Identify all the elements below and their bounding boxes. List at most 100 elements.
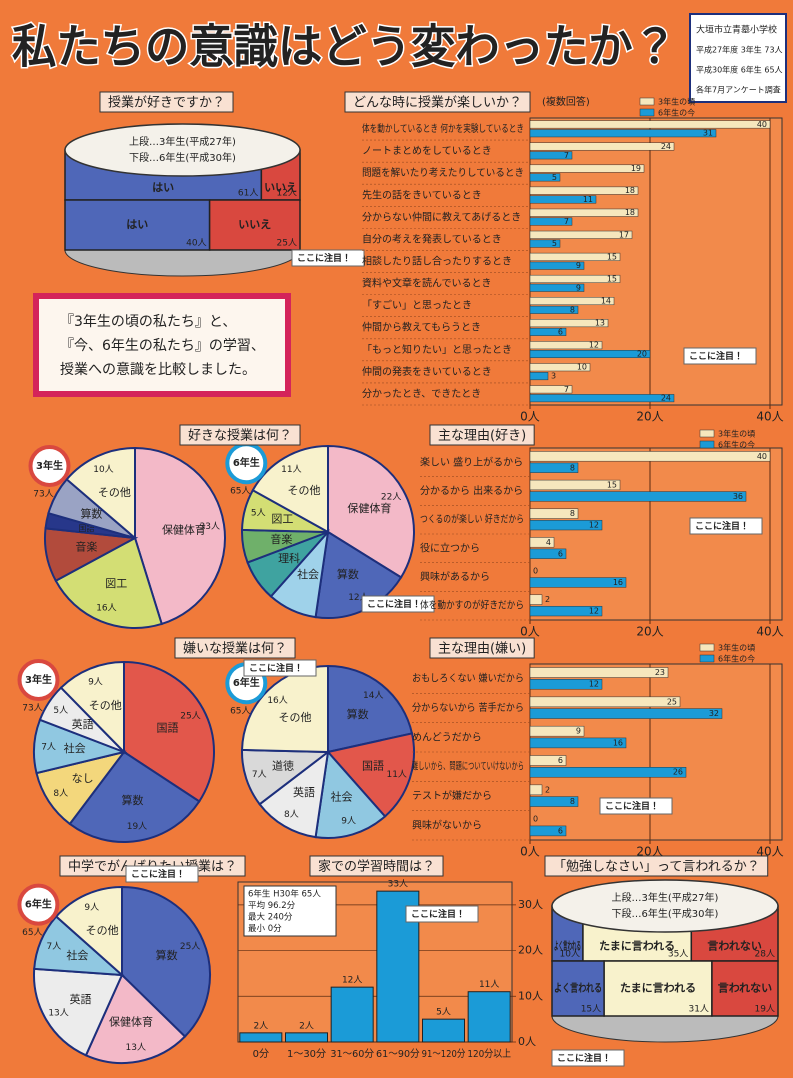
bar [529,537,555,548]
value-label: 5人 [436,1008,451,1018]
segment-label: いいえ [238,218,271,231]
category-label: 体を動かすのが好きだから [420,599,524,612]
legend-swatch [639,97,655,106]
bar [529,725,585,737]
bar [529,208,639,217]
note-box [361,595,435,613]
value-label: 9 [576,727,581,736]
note-box [683,347,757,365]
value-label: 6 [558,327,563,336]
y-tick-label: 20人 [518,944,543,957]
stats-box [243,885,337,937]
category-label: 難しいから、問題についていけないから [412,760,524,773]
bar [529,195,597,204]
category-label: 興味があるから [420,570,490,583]
note-box [291,249,365,267]
summary-box [33,293,291,397]
value-label: 7 [564,151,569,160]
bar [529,755,567,766]
slice-value-label: 5人 [251,509,266,519]
value-label: 10 [577,363,587,372]
pie-slice [121,885,211,1038]
note-text: ここに注目！ [249,662,303,674]
slice-label: 算数 [156,948,178,962]
x-tick-label: 40人 [756,845,783,859]
bar [529,151,573,160]
group-badge [17,883,60,926]
category-label: 役に立つから [420,541,480,554]
cylinder-segment [551,960,605,1017]
chart-title: 授業が好きですか？ [108,95,225,111]
note-text: ここに注目！ [131,868,185,880]
segment-value-label: 28人 [755,950,775,960]
bar [529,519,603,531]
value-label: 32 [709,709,719,718]
slice-value-label: 7人 [252,770,267,780]
x-tick-label: 0人 [520,845,540,859]
cylinder-segment [208,199,301,251]
x-tick-label: 20人 [636,625,663,639]
slice-label: 英語 [72,717,94,731]
slice-value-label: 10人 [93,465,113,475]
x-tick-label: 0分 [253,1048,269,1060]
slice-value-label: 25人 [180,712,200,722]
bar [529,708,723,719]
value-label: 36 [733,492,743,501]
bar [529,186,639,195]
x-tick-label: 0人 [520,410,540,424]
group-total: 65人 [230,487,250,497]
bar [529,767,687,778]
chart-title-box [429,637,535,659]
chart-title-box [309,855,444,877]
segment-value-label: 35人 [668,950,688,960]
slice-value-label: 7人 [41,743,56,753]
y-tick-label: 30人 [518,898,543,911]
note-box [243,659,317,677]
slice-value-label: 9人 [88,678,103,688]
chart-title: どんな時に授業が楽しいか？ [353,95,522,111]
value-label: 6 [558,549,563,558]
bar [529,594,543,605]
category-label: テストが嫌だから [412,789,492,802]
group-badge [28,445,71,487]
legend-swatch [699,440,715,449]
pie-slice [327,664,414,754]
slice-label: 音楽 [75,540,97,554]
value-label: 14 [601,297,611,306]
slice-label: 社会 [64,741,86,755]
summary-line: 『今、6年生の私たち』の学習、 [60,338,265,354]
slice-value-label: 16人 [267,696,287,706]
value-label: 18 [625,208,635,217]
series-name: 上段…3年生(平成27年) [612,891,719,904]
value-label: 9 [576,283,581,292]
bar [529,274,621,283]
segment-label: はい [152,181,174,194]
summary-line: 『3年生の頃の私たち』と、 [60,314,236,330]
slice-value-label: 22人 [381,492,401,502]
bar [529,230,633,239]
segment-value-label: 19人 [755,1005,775,1015]
note-text: ここに注目！ [695,520,749,532]
group-label: 6年生 [25,898,52,911]
value-label: 8 [570,797,575,806]
slice-label: 道徳 [272,759,294,773]
chart-title-box [174,637,296,659]
category-label: 分かるから 出来るから [420,485,523,497]
x-tick-label: 1〜30分 [287,1048,326,1060]
slice-label: 図工 [271,513,293,526]
slice-label: その他 [278,711,311,724]
chart-title: 家での学習時間は？ [318,859,435,875]
bar [529,239,561,248]
value-label: 9 [576,261,581,270]
cylinder-top [551,879,779,933]
bar [529,737,627,749]
bar [529,363,591,372]
value-label: 2人 [253,1021,268,1031]
slice-label: なし [72,772,94,785]
group-label: 6年生 [233,456,260,469]
group-label: 3年生 [25,673,52,686]
slice-value-label: 9人 [84,903,99,913]
chart-title: 主な理由(好き) [438,429,526,444]
group-total: 65人 [230,707,250,717]
bar [529,825,567,837]
